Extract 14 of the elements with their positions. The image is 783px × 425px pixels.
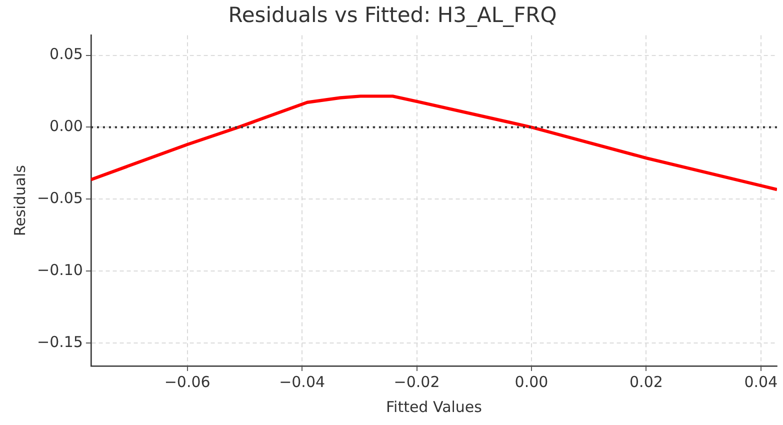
y-tick-label: −0.10 (37, 260, 83, 279)
x-tick-label: 0.00 (514, 372, 548, 391)
y-tick-label: 0.05 (50, 45, 83, 64)
y-tick-label: 0.00 (50, 117, 83, 136)
x-tick-label: 0.02 (630, 372, 663, 391)
x-tick-label: −0.02 (394, 372, 440, 391)
chart-title: Residuals vs Fitted: H3_AL_FRQ (228, 3, 557, 28)
x-tick-label: 0.04 (744, 372, 778, 391)
x-axis-title: Fitted Values (386, 398, 482, 416)
y-tick-label: −0.15 (37, 332, 83, 351)
y-tick-label: −0.05 (37, 189, 83, 208)
x-tick-label: −0.04 (279, 372, 326, 391)
y-axis-title: Residuals (10, 164, 29, 236)
x-tick-label: −0.06 (164, 372, 210, 391)
